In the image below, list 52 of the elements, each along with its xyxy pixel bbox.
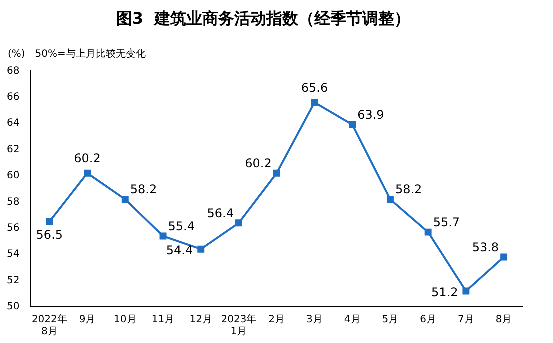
x-tick-label: 2022年 8月 bbox=[32, 314, 68, 338]
x-tick-label: 2月 bbox=[268, 314, 286, 326]
point bbox=[46, 218, 54, 226]
x-tick-label: 4月 bbox=[344, 314, 361, 326]
y-tick-label: 50 bbox=[6, 302, 20, 313]
x-tick-label: 6月 bbox=[420, 314, 437, 326]
point bbox=[349, 121, 356, 128]
data-label: 58.2 bbox=[395, 182, 422, 197]
point bbox=[122, 196, 129, 204]
point bbox=[160, 232, 167, 240]
y-tick-label: 56 bbox=[6, 222, 20, 234]
x-tick-label: 5月 bbox=[382, 314, 399, 326]
x-tick-label: 7月 bbox=[458, 314, 474, 326]
point bbox=[236, 220, 242, 227]
y-tick-label: 60 bbox=[6, 170, 20, 182]
point bbox=[198, 246, 205, 253]
data-label: 51.2 bbox=[431, 285, 458, 300]
point bbox=[500, 254, 508, 261]
y-tick-label: 52 bbox=[6, 275, 20, 286]
x-tick-label: 8月 bbox=[496, 314, 512, 326]
data-label: 60.2 bbox=[74, 152, 101, 166]
x-tick-label: 12月 bbox=[190, 314, 212, 326]
point bbox=[273, 170, 280, 177]
y-tick-label: 68 bbox=[6, 66, 20, 77]
y-tick-label: 54 bbox=[6, 249, 20, 260]
data-label: 65.6 bbox=[301, 80, 328, 95]
data-label: 55.4 bbox=[168, 219, 195, 234]
x-tick-label: 11月 bbox=[152, 314, 175, 326]
x-tick-label: 9月 bbox=[79, 314, 96, 326]
x-tick-label: 3月 bbox=[306, 314, 323, 326]
y-axis-title: (%) bbox=[8, 48, 26, 60]
y-tick-label: 58 bbox=[6, 196, 20, 208]
point bbox=[311, 99, 318, 106]
point bbox=[386, 196, 394, 204]
data-label: 60.2 bbox=[245, 156, 272, 171]
data-label: 53.8 bbox=[472, 240, 500, 254]
data-label: 56.4 bbox=[207, 206, 234, 220]
point bbox=[462, 288, 470, 295]
chart-title: 图3 建筑业商务活动指数（经季节调整） bbox=[116, 8, 411, 28]
data-label: 56.5 bbox=[36, 228, 64, 242]
y-tick-label: 62 bbox=[6, 144, 20, 156]
y-tick-label: 66 bbox=[6, 92, 20, 103]
point bbox=[424, 228, 432, 236]
data-label: 63.9 bbox=[358, 108, 384, 122]
x-tick-label: 2023年 1月 bbox=[221, 314, 257, 338]
data-label: 55.7 bbox=[433, 215, 460, 230]
data-label: 58.2 bbox=[130, 182, 158, 197]
text: 50%=与上月比较无变化 bbox=[35, 48, 146, 60]
point bbox=[84, 170, 91, 177]
data-label: 54.4 bbox=[166, 243, 194, 258]
x-tick-label: 10月 bbox=[114, 314, 137, 326]
y-tick-label: 64 bbox=[6, 118, 20, 130]
